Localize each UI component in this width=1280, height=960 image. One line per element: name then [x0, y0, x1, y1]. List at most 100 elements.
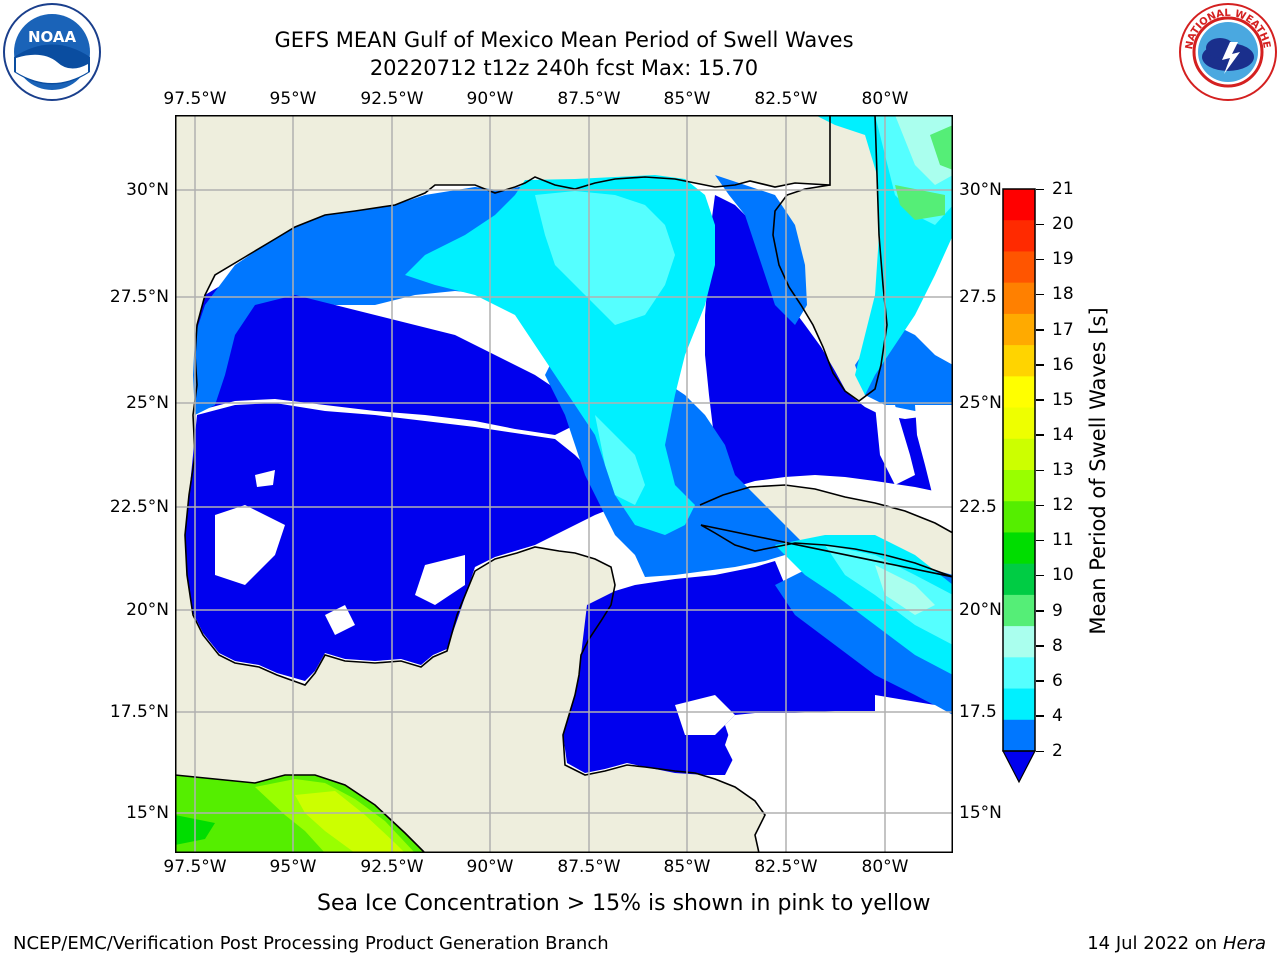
chart-title: GEFS MEAN Gulf of Mexico Mean Period of … [274, 28, 854, 52]
nws-logo: NATIONAL WEATHER SERVICE [1178, 2, 1278, 102]
footer-host: Hera [1222, 933, 1266, 954]
map-panel [175, 115, 953, 853]
colorbar-segment [1003, 313, 1035, 346]
colorbar-tick-label: 17 [1052, 319, 1074, 340]
colorbar-segment [1003, 532, 1035, 565]
colorbar-tick-label: 10 [1052, 565, 1074, 586]
colorbar-tick-mark [1036, 539, 1044, 542]
colorbar-tick-mark [1036, 293, 1044, 296]
colorbar-tick-label: 4 [1052, 705, 1063, 726]
colorbar-tick-mark [1036, 610, 1044, 612]
lat-label-left: 25°N [126, 393, 169, 413]
noaa-logo-text: NOAA [28, 28, 77, 46]
colorbar-segment [1003, 657, 1035, 690]
colorbar-segment [1003, 189, 1035, 221]
colorbar-frame [1002, 188, 1036, 752]
lat-label-right: 25°N [959, 393, 1002, 413]
colorbar-segment [1003, 220, 1035, 252]
sea-ice-note: Sea Ice Concentration > 15% is shown in … [317, 891, 931, 916]
colorbar-tick-mark [1036, 329, 1044, 331]
colorbar-tick-label: 18 [1052, 284, 1074, 305]
footer-right: 14 Jul 2022 on Hera [1087, 933, 1266, 954]
colorbar-tick-label: 2 [1052, 741, 1063, 761]
colorbar-tick-mark [1036, 574, 1044, 577]
colorbar-tick-mark [1036, 750, 1044, 752]
lat-label-right: 27.5 [959, 287, 997, 307]
colorbar-tick-mark [1036, 399, 1044, 401]
lon-label-bottom: 92.5°W [360, 857, 424, 877]
colorbar-tick-label: 15 [1052, 389, 1074, 410]
lon-label-bottom: 80°W [861, 857, 909, 877]
lon-label-top: 80°W [861, 89, 909, 109]
colorbar-tick-mark [1036, 364, 1044, 366]
lon-label-bottom: 95°W [269, 857, 317, 877]
colorbar-tick-label: 14 [1052, 424, 1074, 445]
colorbar-tick-mark [1036, 504, 1044, 507]
colorbar-tick-label: 16 [1052, 354, 1074, 375]
footer-left: NCEP/EMC/Verification Post Processing Pr… [13, 933, 609, 954]
lon-label-bottom: 97.5°W [163, 857, 227, 877]
colorbar-segment [1003, 719, 1035, 752]
colorbar-tick-label: 9 [1052, 600, 1063, 621]
chart-subtitle: 20220712 t12z 240h fcst Max: 15.70 [369, 56, 759, 80]
lat-label-right: 20°N [959, 600, 1002, 620]
swell-green [895, 125, 953, 220]
colorbar-segment [1003, 594, 1035, 627]
colorbar-segment [1003, 501, 1035, 533]
lat-label-left: 30°N [126, 180, 169, 200]
colorbar-segment [1003, 407, 1035, 440]
lon-label-bottom: 90°W [466, 857, 514, 877]
colorbar-segment [1003, 438, 1035, 471]
colorbar-segments [1003, 189, 1035, 752]
lat-label-right: 15°N [959, 803, 1002, 823]
colorbar-tick-label: 19 [1052, 249, 1074, 270]
lat-label-left: 15°N [126, 803, 169, 823]
colorbar-tick-mark [1036, 469, 1044, 471]
colorbar-tick-label: 6 [1052, 670, 1063, 691]
colorbar-tick-label: 11 [1052, 530, 1074, 551]
lat-label-right: 30°N [959, 180, 1002, 200]
colorbar [1002, 188, 1036, 784]
map-canvas [175, 115, 953, 853]
coastlines [175, 115, 953, 853]
lat-label-left: 17.5°N [109, 702, 169, 722]
colorbar-tick-label: 20 [1052, 214, 1074, 235]
lon-label-top: 87.5°W [557, 89, 621, 109]
lat-label-right: 22.5 [959, 497, 997, 517]
lon-label-top: 82.5°W [754, 89, 818, 109]
noaa-logo: NOAA [2, 2, 102, 102]
colorbar-segment [1003, 688, 1035, 721]
colorbar-segment [1003, 626, 1035, 658]
lon-label-top: 92.5°W [360, 89, 424, 109]
colorbar-segment [1003, 376, 1035, 409]
lon-label-bottom: 87.5°W [557, 857, 621, 877]
colorbar-tick-mark [1036, 680, 1044, 682]
colorbar-tick-mark [1036, 258, 1044, 261]
lon-label-bottom: 82.5°W [754, 857, 818, 877]
lon-label-top: 97.5°W [163, 89, 227, 109]
colorbar-tick-mark [1036, 715, 1044, 717]
lat-label-right: 17.5 [959, 702, 997, 722]
colorbar-tick-mark [1036, 188, 1044, 190]
colorbar-tick-mark [1036, 434, 1044, 436]
colorbar-segment [1003, 345, 1035, 377]
lat-label-left: 22.5°N [109, 497, 169, 517]
lon-label-top: 85°W [663, 89, 711, 109]
colorbar-segment [1003, 563, 1035, 596]
lat-label-left: 20°N [126, 600, 169, 620]
lon-label-bottom: 85°W [663, 857, 711, 877]
colorbar-label: Mean Period of Swell Waves [s] [1086, 307, 1110, 635]
colorbar-tick-label: 13 [1052, 460, 1074, 480]
map-frame [175, 115, 953, 853]
colorbar-tick-label: 21 [1052, 179, 1074, 199]
pacific-region [175, 775, 425, 853]
colorbar-segment [1003, 251, 1035, 284]
colorbar-segment [1003, 470, 1035, 502]
colorbar-tick-label: 8 [1052, 635, 1063, 656]
lat-label-left: 27.5°N [109, 287, 169, 307]
footer-date: 14 Jul 2022 on [1087, 933, 1223, 954]
colorbar-tick-label: 12 [1052, 495, 1074, 516]
lon-label-top: 90°W [466, 89, 514, 109]
lon-label-top: 95°W [269, 89, 317, 109]
graticule [175, 115, 953, 853]
